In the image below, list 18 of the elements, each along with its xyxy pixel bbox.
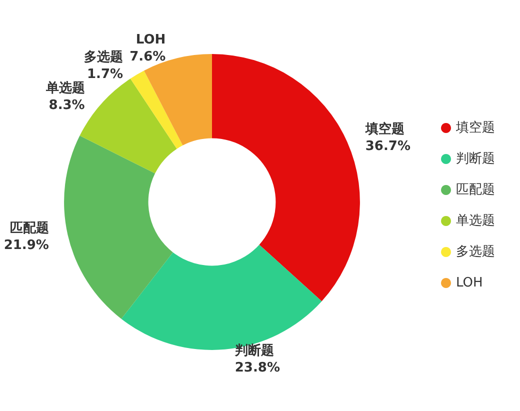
slice-label: 匹配题 [10,220,49,236]
legend-label: 填空题 [455,120,495,136]
legend-label: 判断题 [456,152,495,166]
slice-label: 单选题 [44,80,85,96]
slice-label: 判断题 [234,343,274,358]
legend-label: 匹配题 [456,182,495,198]
slice-label: LOH [136,32,166,48]
legend-label: LOH [456,276,483,290]
data-label: 8.3% [48,98,85,114]
data-label: 1.7% [86,66,124,82]
slice-label: 多选题 [84,50,124,65]
legend-label: 多选题 [456,244,495,260]
data-label: 7.6% [130,50,166,65]
data-label: 36.7% [365,138,410,154]
legend-label: 单选题 [456,214,495,228]
data-label: 21.9% [4,238,49,253]
slice-label: 填空题 [364,120,404,137]
data-label: 23.8% [234,360,280,376]
